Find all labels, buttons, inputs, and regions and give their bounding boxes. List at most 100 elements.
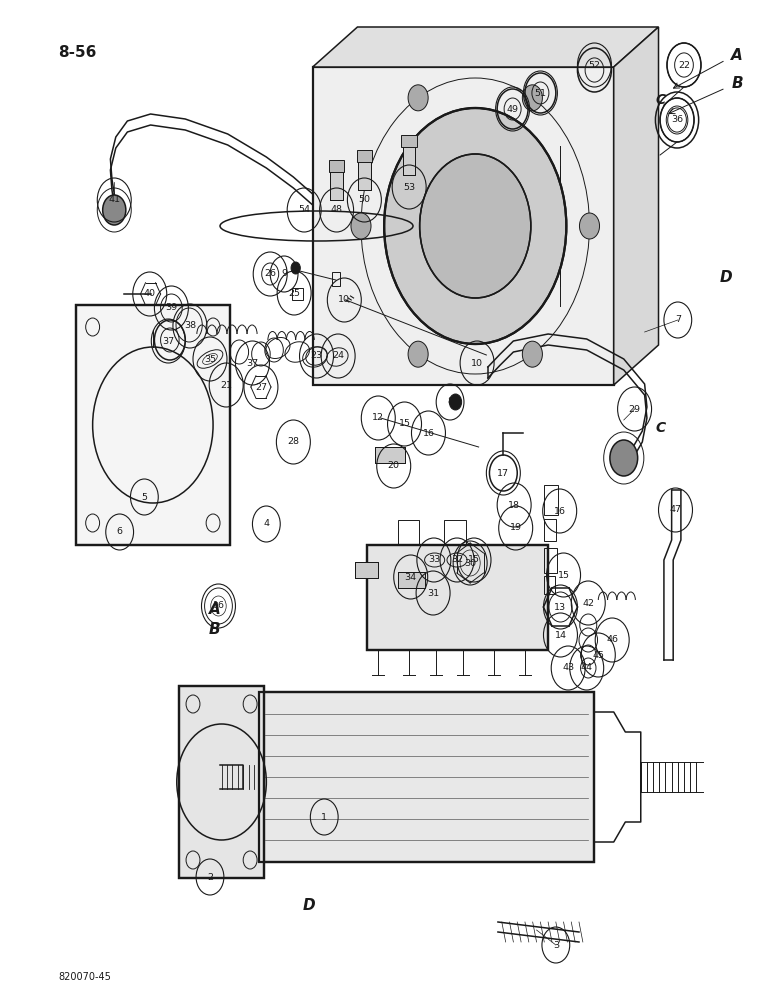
Text: 51: 51 <box>534 89 547 98</box>
Bar <box>357 150 372 162</box>
Circle shape <box>523 85 543 111</box>
Text: 22: 22 <box>678 60 690 70</box>
Text: 13: 13 <box>554 602 567 611</box>
Bar <box>358 155 371 190</box>
Text: 40: 40 <box>144 290 156 298</box>
Text: 28: 28 <box>287 438 300 446</box>
Text: 4: 4 <box>263 520 269 528</box>
Text: 7: 7 <box>675 316 681 324</box>
Circle shape <box>408 341 428 367</box>
Circle shape <box>408 85 428 111</box>
Text: C: C <box>655 93 666 107</box>
Text: 33: 33 <box>428 556 440 564</box>
Text: D: D <box>720 269 732 284</box>
Text: 41: 41 <box>108 196 120 205</box>
Bar <box>544 485 558 515</box>
Bar <box>330 165 343 200</box>
Bar <box>444 520 466 545</box>
Bar <box>398 572 425 588</box>
Text: 30: 30 <box>464 558 476 568</box>
Text: 23: 23 <box>310 352 323 360</box>
Bar <box>401 135 417 147</box>
Text: 16: 16 <box>422 428 435 438</box>
Bar <box>367 545 548 650</box>
Bar <box>375 447 405 463</box>
Bar <box>330 165 343 200</box>
Text: 18: 18 <box>508 500 520 510</box>
Bar <box>544 576 555 594</box>
Text: 24: 24 <box>332 352 344 360</box>
Bar <box>398 572 425 588</box>
Text: 45: 45 <box>592 650 604 660</box>
Text: 10: 10 <box>338 296 350 304</box>
Text: 42: 42 <box>582 598 594 607</box>
Text: 46: 46 <box>606 636 618 645</box>
Text: B: B <box>731 77 743 92</box>
Text: 49: 49 <box>506 104 519 113</box>
Text: 3: 3 <box>553 940 559 950</box>
Text: 37: 37 <box>162 336 174 346</box>
Bar <box>179 686 264 878</box>
Text: 19: 19 <box>510 524 522 532</box>
Circle shape <box>103 195 126 225</box>
Text: 16: 16 <box>212 601 225 610</box>
Circle shape <box>351 213 371 239</box>
Bar <box>398 520 419 545</box>
Text: 27: 27 <box>255 382 267 391</box>
Text: 52: 52 <box>588 60 601 70</box>
Text: 34: 34 <box>405 572 417 582</box>
Text: 35: 35 <box>204 355 216 363</box>
Bar <box>259 692 594 862</box>
Text: 15: 15 <box>557 570 570 580</box>
Text: 38: 38 <box>184 322 196 330</box>
Bar <box>355 562 378 578</box>
Circle shape <box>610 440 638 476</box>
Text: 17: 17 <box>497 468 510 478</box>
Text: 43: 43 <box>562 664 574 672</box>
Bar <box>544 519 556 541</box>
Text: 9: 9 <box>281 269 287 278</box>
Text: 1: 1 <box>321 812 327 822</box>
Bar <box>355 562 378 578</box>
Polygon shape <box>313 27 659 67</box>
Circle shape <box>420 154 531 298</box>
Text: 820070-45: 820070-45 <box>58 972 110 982</box>
Bar <box>292 288 303 300</box>
Text: 12: 12 <box>372 414 384 422</box>
Bar <box>358 155 371 190</box>
Bar <box>259 692 594 862</box>
Text: 39: 39 <box>165 304 178 312</box>
Bar <box>403 140 415 175</box>
Text: 53: 53 <box>403 182 415 192</box>
Text: 8-56: 8-56 <box>58 45 96 60</box>
Bar <box>367 545 548 650</box>
Polygon shape <box>614 27 659 385</box>
Text: 44: 44 <box>581 664 593 672</box>
Text: 6: 6 <box>117 528 123 536</box>
Bar <box>544 548 557 572</box>
Bar <box>76 305 230 545</box>
Text: 48: 48 <box>330 206 343 215</box>
Text: 47: 47 <box>669 506 682 514</box>
Text: 26: 26 <box>264 269 276 278</box>
Text: 16: 16 <box>554 506 566 516</box>
Bar <box>332 272 340 286</box>
Circle shape <box>580 213 600 239</box>
Text: 15: 15 <box>468 556 480 564</box>
Bar <box>329 160 344 172</box>
Circle shape <box>449 394 462 410</box>
Text: 15: 15 <box>398 420 411 428</box>
Text: 37: 37 <box>246 359 259 367</box>
Bar <box>76 305 230 545</box>
Text: 21: 21 <box>220 380 232 389</box>
Circle shape <box>291 262 300 274</box>
Text: A: A <box>731 48 743 64</box>
Text: 36: 36 <box>671 115 683 124</box>
Polygon shape <box>313 67 614 385</box>
Bar <box>375 447 405 463</box>
Text: A: A <box>208 602 221 617</box>
Bar <box>403 140 415 175</box>
Text: 5: 5 <box>141 492 147 502</box>
Text: 14: 14 <box>554 631 567 640</box>
Bar <box>179 686 264 878</box>
